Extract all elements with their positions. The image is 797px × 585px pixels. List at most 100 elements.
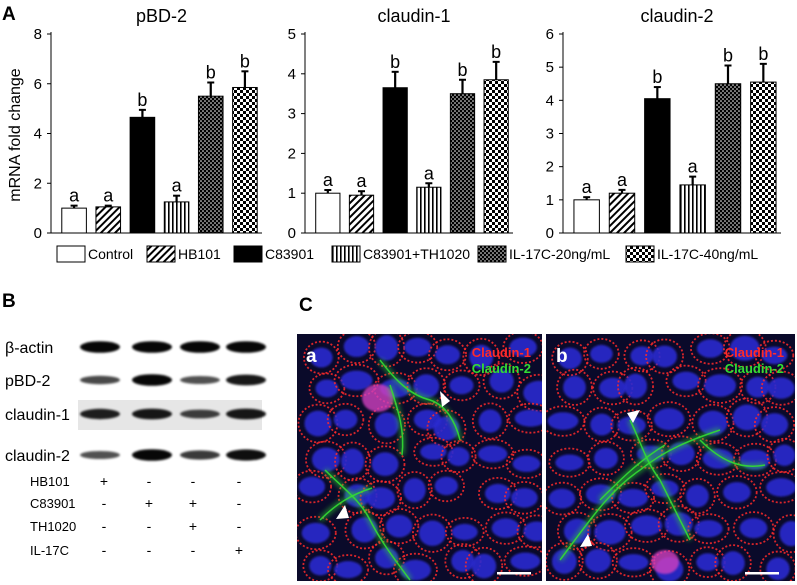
bar [348, 194, 375, 234]
significance-label: a [323, 170, 334, 190]
micrograph-b-stain2: Claudin-2 [725, 361, 784, 376]
nucleus [471, 553, 497, 579]
significance-label: b [240, 51, 250, 71]
bar [608, 192, 636, 234]
nucleus [309, 347, 333, 368]
arrowhead [580, 534, 592, 547]
membrane-outline [679, 477, 716, 515]
blot-row-label: β-actin [5, 340, 53, 357]
nucleus [403, 477, 426, 503]
nucleus [334, 561, 363, 579]
bar [129, 116, 156, 234]
treatment-sign: - [147, 542, 152, 558]
nucleus [704, 374, 737, 397]
membrane-outline [754, 339, 795, 372]
membrane-outline [505, 448, 542, 479]
y-tick-label: 1 [546, 192, 554, 209]
membrane-outline [732, 511, 775, 546]
bar [61, 207, 87, 234]
treatment-name: C83901 [30, 496, 76, 511]
nucleus [694, 520, 723, 538]
treatment-sign: - [147, 518, 152, 534]
membrane-outline [471, 438, 515, 470]
nucleus [599, 377, 627, 399]
y-tick-label: 0 [34, 225, 42, 242]
nucleus [590, 344, 613, 363]
treatment-sign: - [191, 542, 196, 558]
legend-swatch [56, 245, 86, 263]
panel-label-b: B [2, 291, 16, 312]
membrane-outline [610, 409, 653, 442]
nucleus [489, 369, 514, 393]
nucleus [435, 345, 461, 365]
legend-swatch [146, 245, 176, 263]
membrane-outline [760, 370, 795, 406]
bar [416, 186, 442, 234]
y-tick-label: 5 [546, 59, 554, 76]
y-tick-label: 2 [288, 145, 296, 162]
membrane-outline [587, 440, 625, 476]
nucleus [514, 409, 542, 427]
membrane-outline [428, 338, 467, 372]
y-tick-label: 3 [288, 106, 296, 123]
nucleus [766, 557, 790, 581]
legend-label: IL-17C-20ng/mL [509, 246, 610, 262]
significance-label: b [652, 67, 662, 87]
bar [483, 79, 509, 234]
membrane-outline [426, 409, 467, 448]
membrane-outline [617, 366, 654, 406]
bar [163, 201, 190, 234]
nucleus [760, 413, 789, 437]
nucleus [301, 522, 330, 544]
treatment-name: TH1020 [30, 519, 76, 534]
membrane-outline [645, 338, 684, 375]
claudin-2-signal [324, 469, 411, 581]
nucleus [698, 410, 728, 436]
nucleus [304, 410, 332, 437]
nucleus [767, 377, 795, 399]
treatment-name: HB101 [30, 474, 70, 489]
nucleus [341, 448, 365, 475]
blot-band [180, 450, 220, 460]
legend-swatch [477, 245, 507, 263]
treatment-sign: + [189, 518, 197, 534]
membrane-outline [297, 469, 332, 504]
membrane-outline [697, 367, 744, 404]
nucleus [333, 409, 358, 430]
nucleus [746, 376, 770, 398]
stained-cell [651, 550, 679, 574]
bar [382, 87, 408, 234]
membrane-outline [691, 403, 735, 443]
legend: Control HB101 C83901 C83901+TH1020 IL-17C-20… [56, 245, 758, 263]
significance-label: a [69, 186, 80, 206]
blot-band [132, 408, 172, 420]
scale-bar [497, 572, 531, 575]
chart-3: claudin-2 0 1 2 3 4 5 6 a a b a b b [546, 6, 781, 242]
nucleus [623, 373, 648, 399]
y-tick-label: 2 [546, 159, 554, 176]
blot-row-label: pBD-2 [5, 373, 50, 390]
legend-item: HB101 [146, 245, 221, 263]
membrane-outline [546, 542, 584, 581]
nucleus [686, 484, 709, 508]
nucleus [696, 339, 724, 358]
bar [750, 81, 777, 234]
membrane-outline [444, 516, 485, 548]
y-tick-label: 4 [34, 126, 42, 143]
micrograph-a [297, 334, 542, 581]
treatment-sign: - [237, 495, 242, 511]
blot-band [180, 341, 220, 353]
legend-item: IL-17C-40ng/mL [625, 245, 758, 263]
treatment-name: IL-17C [30, 543, 69, 558]
membrane-outline [766, 437, 795, 473]
membrane-outline [578, 541, 618, 580]
significance-label: a [424, 163, 435, 183]
nucleus [729, 335, 760, 361]
treatment-sign: + [189, 495, 197, 511]
claudin-2-signal [629, 419, 691, 541]
nucleus [298, 476, 326, 497]
significance-label: a [103, 186, 114, 206]
membrane-outline [308, 372, 346, 405]
legend-item: C83901 [233, 245, 314, 263]
